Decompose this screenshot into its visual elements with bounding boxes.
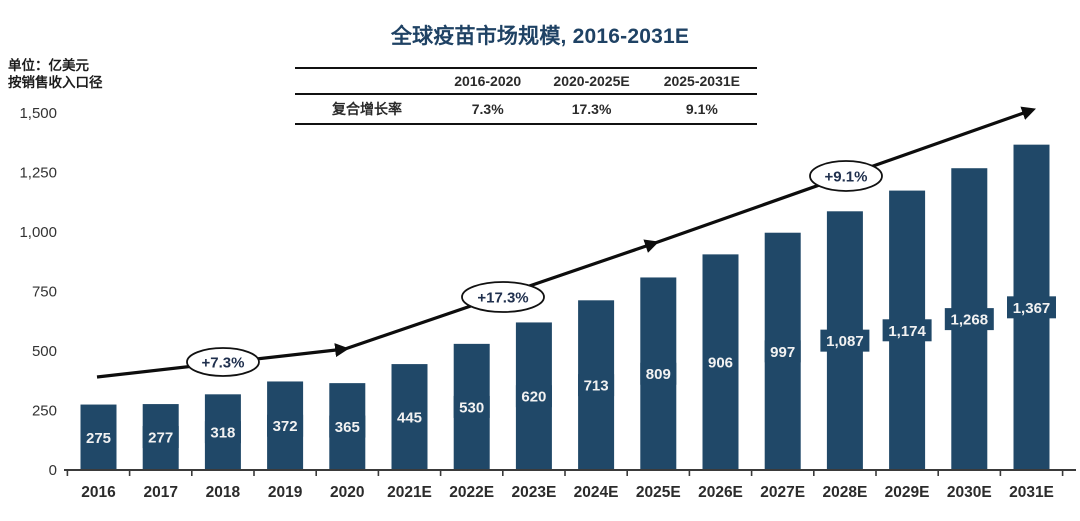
x-tick-label: 2021E [387,484,432,501]
y-tick-label: 0 [49,462,57,479]
bar-value-label: 1,367 [1013,300,1051,317]
x-tick-label: 2020 [330,484,364,501]
bar-label-box [820,329,870,352]
x-tick-label: 2031E [1009,484,1054,501]
x-tick-label: 2029E [885,484,930,501]
bar-label-box [329,415,366,438]
x-tick-label: 2016 [81,484,116,501]
bar-label-box [640,362,677,385]
cagr-header-row: 2016-2020 2020-2025E 2025-2031E [295,68,757,94]
cagr-data-row: 复合增长率 7.3% 17.3% 9.1% [295,94,757,124]
x-tick-label: 2028E [822,484,867,501]
chart-title: 全球疫苗市场规模, 2016-2031E [390,25,690,48]
y-tick-label: 1,000 [19,224,57,241]
unit-line2: 按销售收入口径 [8,75,103,90]
growth-oval [186,347,260,377]
bar-label-box [702,351,739,374]
bar-label-box [267,414,304,437]
bar-value-label: 713 [584,378,609,395]
bar-value-label: 530 [459,399,484,416]
x-tick-label: 2027E [760,484,805,501]
growth-oval [809,160,883,192]
x-tick-label: 2025E [636,484,681,501]
y-axis: 0 250 500 750 1,000 1,250 1,500 [19,105,57,479]
bar-value-label: 275 [86,430,111,447]
bar-value-label: 1,087 [826,333,864,350]
x-tick-label: 2030E [947,484,992,501]
x-tick-label: 2017 [143,484,177,501]
bar-label-box [515,385,552,408]
y-tick-label: 1,250 [19,165,57,182]
bar-value-label: 365 [335,419,360,436]
y-tick-label: 500 [32,343,57,360]
cagr-value-3: 9.1% [685,101,718,117]
cagr-table: 2016-2020 2020-2025E 2025-2031E 复合增长率 7.… [295,67,757,125]
unit-note: 单位：亿美元 按销售收入口径 [8,57,103,91]
bar-value-label: 277 [148,430,173,447]
cagr-col-header-3: 2025-2031E [663,73,740,89]
bar-label-box [578,374,615,397]
bar-label-box [204,421,241,444]
cagr-col-header-2: 2020-2025E [553,73,630,89]
growth-oval-label: +7.3% [202,355,245,372]
y-tick-label: 750 [32,284,57,301]
cagr-row-label: 复合增长率 [332,101,402,117]
bar-value-label: 620 [521,389,546,406]
bar-label-box [391,406,428,429]
x-axis: 2016 2017 2018 2019 2020 2021E 2022E 2023E 2024E… [64,469,1076,501]
bar-value-label: 1,174 [888,323,926,340]
growth-oval [461,281,545,313]
growth-oval-label: +9.1% [825,169,868,186]
x-tick-label: 2026E [698,484,743,501]
x-tick-label: 2024E [574,484,619,501]
bar-label-box [453,395,490,418]
x-tick-label: 2019 [268,484,303,501]
y-tick-label: 250 [32,403,57,420]
bar-value-label: 372 [273,418,298,435]
x-tick-label: 2022E [449,484,494,501]
bar-label-box [764,340,801,363]
bar-value-label: 809 [646,366,671,383]
cagr-value-2: 17.3% [571,101,612,117]
x-tick-label: 2023E [511,484,556,501]
bar-value-label: 1,268 [951,312,989,329]
bar-label-box [80,426,117,449]
x-tick-label: 2018 [206,484,241,501]
bar-label-box [882,319,932,342]
trend-arrow: +7.3% +17.3% +9.1% [96,106,1036,379]
bar-value-label: 445 [397,410,422,427]
unit-line1: 单位：亿美元 [8,58,89,73]
bars-group: 275 277 318 372 365 445 530 620 713 809 906 997 1,08… [80,144,1056,471]
bar-label-box [944,308,994,331]
growth-oval-label: +17.3% [477,290,528,307]
bar-value-label: 906 [708,355,733,372]
bar-label-box [1007,296,1056,319]
bar-value-label: 318 [210,425,235,442]
cagr-col-header-1: 2016-2020 [454,73,522,89]
y-tick-label: 1,500 [19,105,57,122]
bar-value-label: 997 [770,344,795,361]
bar-label-box [142,426,179,449]
cagr-value-1: 7.3% [471,101,504,117]
